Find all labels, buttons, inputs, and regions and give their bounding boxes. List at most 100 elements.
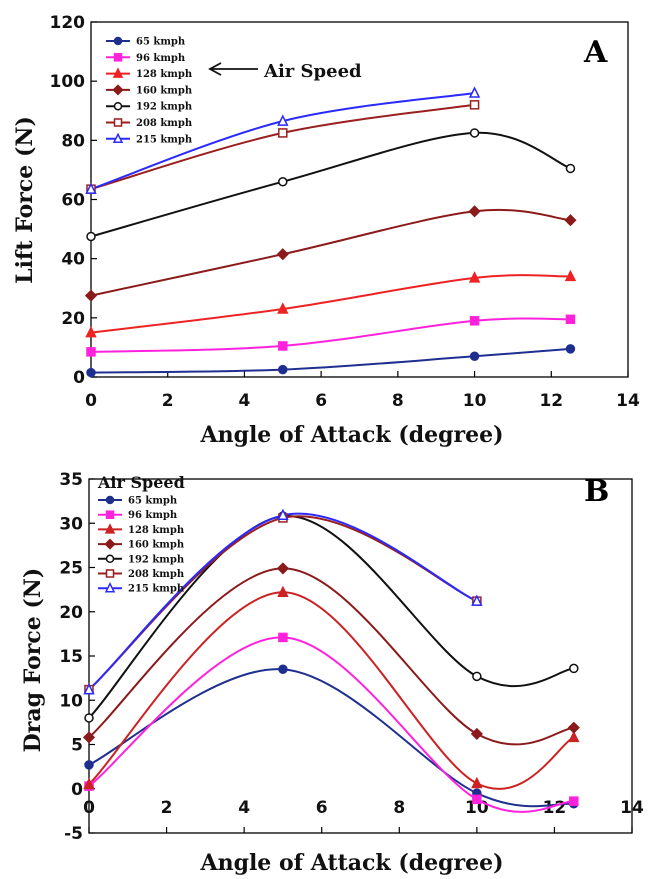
drag-data-point: [278, 664, 288, 675]
drag-y-tick-label: 30: [59, 514, 83, 534]
drag-data-point: [82, 731, 96, 744]
drag-series-line-2: [88, 636, 574, 813]
lift-legend-marker: [113, 101, 123, 111]
drag-data-point: [83, 682, 95, 695]
drag-data-point: [472, 671, 482, 682]
lift-legend-item: 128 kmph: [136, 69, 193, 80]
lift-x-tick-label: 2: [162, 391, 174, 411]
lift-chart-plot-area: 0 2 4 6 8 10 12 14 0 20 40 60 80 100 120 65 kmph 96 kmph…: [50, 13, 640, 411]
arrow-left-icon: [208, 62, 258, 76]
lift-y-tick-label: 80: [61, 131, 85, 151]
drag-data-point: [471, 594, 483, 606]
lift-data-point: [469, 128, 480, 138]
lift-data-point: [468, 205, 481, 218]
lift-legend-marker: [113, 53, 123, 62]
lift-data-point: [468, 271, 481, 283]
lift-data-point: [85, 325, 97, 338]
lift-series-line-1: [90, 347, 571, 374]
drag-series-line-1: [88, 668, 574, 808]
drag-y-tick-label: 15: [59, 647, 83, 667]
drag-data-point: [567, 721, 580, 734]
lift-x-tick-label: 8: [392, 391, 404, 411]
panel-label-b: B: [584, 474, 609, 509]
lift-legend-item: 65 kmph: [136, 37, 186, 48]
lift-legend: 65 kmph 96 kmph 128 kmph 160 kmph 192 kmph 20…: [106, 36, 193, 145]
lift-legend-marker: [112, 132, 124, 144]
lift-data-point: [565, 314, 576, 325]
drag-data-point: [84, 760, 94, 770]
drag-y-tick-label: 35: [59, 470, 83, 490]
lift-y-tick-label: 60: [61, 191, 85, 211]
drag-x-tick-label: 14: [620, 798, 644, 818]
drag-y-tick-label: 20: [59, 603, 83, 623]
lift-legend-marker: [112, 67, 124, 78]
lift-y-tick-label: 40: [61, 250, 85, 270]
drag-data-point: [470, 727, 483, 740]
drag-data-point: [569, 663, 579, 674]
drag-legend-marker: [105, 569, 115, 578]
lift-series-line-5: [90, 131, 571, 238]
lift-data-point: [86, 367, 96, 378]
lift-legend-item: 208 kmph: [136, 118, 193, 129]
lift-chart-x-axis-title: Angle of Attack (degree): [200, 422, 504, 448]
lift-data-point: [565, 163, 576, 174]
drag-data-point: [568, 730, 580, 743]
drag-legend-marker: [104, 538, 116, 550]
lift-legend-item: 160 kmph: [136, 85, 193, 96]
drag-legend-marker: [104, 582, 116, 593]
lift-series-line-3: [90, 274, 571, 334]
drag-series-line-4: [88, 567, 574, 746]
lift-data-point: [565, 344, 576, 354]
drag-legend-title: Air Speed: [97, 473, 185, 492]
drag-legend-marker: [105, 510, 115, 519]
drag-y-tick-label: 25: [59, 559, 83, 579]
lift-x-tick-label: 0: [85, 391, 97, 411]
drag-data-point: [83, 777, 95, 790]
drag-data-point: [471, 776, 483, 789]
lift-y-tick-label: 120: [50, 13, 86, 33]
drag-legend: 65 kmph 96 kmph 128 kmph 160 kmph 192 kmph 20…: [98, 496, 185, 595]
lift-legend-item: 96 kmph: [136, 53, 186, 64]
drag-legend-marker: [104, 523, 116, 534]
drag-data-point: [277, 508, 289, 521]
lift-legend-item: 192 kmph: [136, 102, 193, 113]
air-speed-annotation: Air Speed: [263, 61, 362, 82]
panel-label-a: A: [583, 35, 608, 70]
drag-legend-marker: [105, 554, 115, 564]
drag-chart-x-axis-title: Angle of Attack (degree): [200, 850, 504, 876]
lift-data-point: [468, 86, 481, 98]
drag-y-tick-label: 10: [59, 691, 83, 711]
lift-series-line-2: [90, 317, 571, 353]
lift-legend-marker: [113, 36, 123, 46]
drag-chart-y-axis-title: Drag Force (N): [20, 568, 46, 753]
drag-x-tick-label: 6: [316, 798, 328, 818]
drag-x-tick-label: 12: [543, 798, 567, 818]
drag-data-point: [472, 794, 482, 805]
drag-y-tick-label: -5: [64, 824, 83, 844]
drag-data-point: [569, 796, 579, 806]
lift-x-tick-label: 12: [539, 391, 563, 411]
lift-data-point: [276, 248, 289, 261]
lift-chart-y-axis-title: Lift Force (N): [12, 116, 38, 284]
lift-data-point: [469, 100, 480, 110]
lift-data-point: [278, 177, 288, 187]
lift-data-point: [86, 231, 96, 242]
drag-y-tick-label: 0: [71, 780, 83, 800]
drag-data-point: [277, 585, 289, 598]
lift-x-tick-label: 14: [616, 391, 640, 411]
lift-x-tick-label: 6: [315, 391, 327, 411]
lift-data-point: [86, 347, 96, 357]
lift-data-point: [564, 269, 577, 282]
lift-legend-item: 215 kmph: [136, 134, 193, 145]
lift-x-tick-label: 4: [239, 391, 251, 411]
drag-legend-item: 192 kmph: [128, 554, 185, 565]
lift-data-point: [85, 182, 97, 194]
lift-data-point: [469, 351, 480, 362]
drag-series-line-5: [88, 515, 574, 719]
drag-legend-item: 208 kmph: [128, 569, 185, 580]
lift-series-line-4: [90, 208, 571, 297]
lift-data-point: [278, 128, 288, 138]
drag-data-point: [276, 562, 289, 575]
